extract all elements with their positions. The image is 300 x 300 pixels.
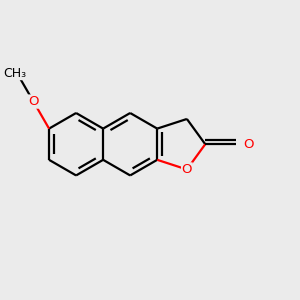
- Text: O: O: [28, 95, 39, 108]
- Text: O: O: [182, 163, 192, 176]
- Text: CH₃: CH₃: [3, 67, 26, 80]
- Text: O: O: [244, 138, 254, 151]
